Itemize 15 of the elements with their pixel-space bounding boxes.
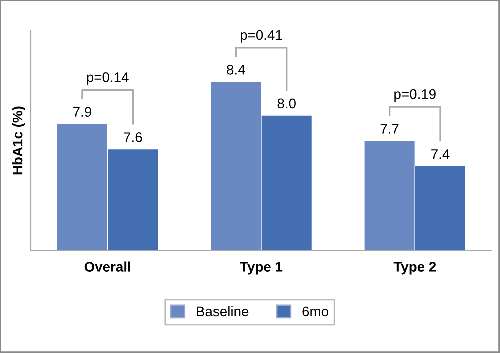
x-tick-label: Type 1 — [240, 262, 283, 275]
data-label: 7.7 — [380, 124, 399, 134]
x-tick-label: Overall — [84, 262, 130, 272]
legend-label: Baseline — [197, 306, 249, 317]
y-axis-title: HbA1c (%) — [12, 106, 26, 175]
data-label: 7.4 — [432, 150, 450, 160]
annotation: p=0.14 — [87, 72, 129, 86]
data-label: 7.9 — [74, 107, 92, 118]
legend-label: 6mo — [302, 306, 328, 317]
data-label: 7.6 — [124, 132, 142, 142]
data-label: 8.0 — [278, 98, 296, 109]
data-label: 8.4 — [227, 64, 246, 75]
x-tick-label: Type 2 — [394, 262, 436, 275]
annotation: p=0.41 — [240, 30, 282, 43]
annotation: p=0.19 — [394, 89, 436, 102]
